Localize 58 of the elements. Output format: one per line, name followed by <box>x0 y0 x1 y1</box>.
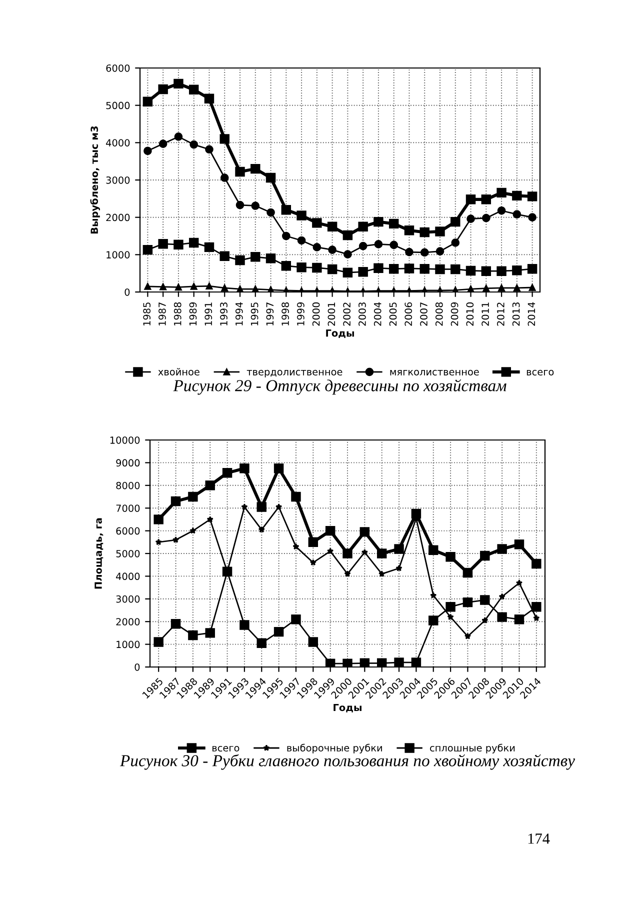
text: 174 <box>528 834 550 844</box>
x-axis-title: Годы <box>326 330 354 338</box>
x-tick-label: 2011 <box>482 302 489 326</box>
y-tick-label: 3000 <box>106 176 130 184</box>
y-tick-label: 2000 <box>106 214 130 222</box>
x-tick-label: 1993 <box>220 302 228 326</box>
x-tick-label: 2013 <box>512 302 520 326</box>
x-tick-label: 2014 <box>528 302 536 326</box>
x-tick-label: 2009 <box>450 302 458 326</box>
x-tick-label: 2012 <box>497 302 504 326</box>
y-axis-title: Вырублено, тыс м3 <box>90 126 100 234</box>
x-tick-label: 2006 <box>404 302 412 326</box>
x-tick-label: 1994 <box>235 302 243 326</box>
text: Рисунок 29 - Отпуск древесины по хозяйствам <box>173 379 506 395</box>
y-tick-label: 1000 <box>116 640 140 648</box>
x-tick-label: 2004 <box>374 302 382 326</box>
x-tick-label: 2007 <box>420 302 428 326</box>
y-tick-label: 4000 <box>116 572 140 580</box>
x-tick-label: 2002 <box>343 302 351 326</box>
x-tick-label: 2003 <box>358 302 366 326</box>
y-tick-label: 0 <box>124 288 130 296</box>
x-tick-label: 1988 <box>174 302 182 326</box>
x-tick-label: 2008 <box>435 302 443 326</box>
x-axis-title: Годы <box>334 704 362 712</box>
x-tick-label: 1995 <box>250 302 258 326</box>
x-tick-label: 2000 <box>312 302 320 326</box>
legend-label: сплошные рубки <box>430 744 515 754</box>
legend-label: твердолиственное <box>246 370 342 378</box>
y-tick-label: 9000 <box>116 459 140 467</box>
x-tick-label: 2005 <box>389 302 397 326</box>
x-tick-label: 2010 <box>466 302 474 326</box>
y-tick-label: 5000 <box>106 102 130 110</box>
y-tick-label: 0 <box>134 663 140 671</box>
x-tick-label: 1987 <box>158 302 166 326</box>
text: Рисунок 30 - Рубки главного пользования по хвойному хозяйству <box>120 754 576 770</box>
y-axis-title: Площадь, га <box>94 518 104 589</box>
x-tick-label: 1989 <box>189 302 197 326</box>
y-tick-label: 1000 <box>106 251 130 258</box>
legend-label: выборочные рубки <box>287 744 382 754</box>
y-tick-label: 3000 <box>116 595 140 603</box>
y-tick-label: 8000 <box>116 482 140 490</box>
x-tick-label: 1999 <box>297 302 304 326</box>
legend-label: мягколиственное <box>390 370 479 376</box>
x-tick-label: 2001 <box>328 302 336 326</box>
x-tick-label: 1998 <box>282 302 289 326</box>
x-tick-label: 1997 <box>266 302 274 326</box>
x-tick-label: 1985 <box>143 302 151 326</box>
y-tick-label: 5000 <box>116 550 140 558</box>
y-tick-label: 2000 <box>116 618 140 626</box>
legend-label: хвойное <box>158 368 200 376</box>
y-tick-label: 4000 <box>106 139 130 146</box>
y-tick-label: 10000 <box>110 436 140 444</box>
x-tick-label: 1991 <box>204 302 212 326</box>
legend-label: всего <box>526 370 554 376</box>
y-tick-label: 7000 <box>116 504 140 512</box>
y-tick-label: 6000 <box>116 527 140 535</box>
legend-label: всего <box>212 746 240 752</box>
y-tick-label: 6000 <box>106 64 130 72</box>
